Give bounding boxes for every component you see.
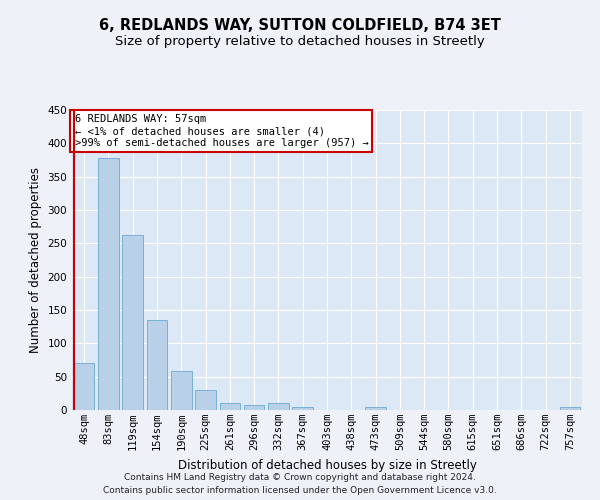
Text: Contains HM Land Registry data © Crown copyright and database right 2024.: Contains HM Land Registry data © Crown c… xyxy=(124,474,476,482)
Bar xyxy=(560,408,580,410)
Text: 6 REDLANDS WAY: 57sqm
← <1% of detached houses are smaller (4)
>99% of semi-deta: 6 REDLANDS WAY: 57sqm ← <1% of detached … xyxy=(74,114,368,148)
Text: 6, REDLANDS WAY, SUTTON COLDFIELD, B74 3ET: 6, REDLANDS WAY, SUTTON COLDFIELD, B74 3… xyxy=(99,18,501,32)
X-axis label: Distribution of detached houses by size in Streetly: Distribution of detached houses by size … xyxy=(178,458,476,471)
Bar xyxy=(220,404,240,410)
Text: Contains public sector information licensed under the Open Government Licence v3: Contains public sector information licen… xyxy=(103,486,497,495)
Bar xyxy=(195,390,216,410)
Bar xyxy=(268,404,289,410)
Text: Size of property relative to detached houses in Streetly: Size of property relative to detached ho… xyxy=(115,35,485,48)
Bar xyxy=(365,408,386,410)
Bar xyxy=(98,158,119,410)
Bar xyxy=(74,362,94,410)
Bar xyxy=(122,236,143,410)
Bar xyxy=(171,370,191,410)
Bar xyxy=(244,404,265,410)
Bar xyxy=(146,320,167,410)
Bar xyxy=(292,406,313,410)
Y-axis label: Number of detached properties: Number of detached properties xyxy=(29,167,42,353)
